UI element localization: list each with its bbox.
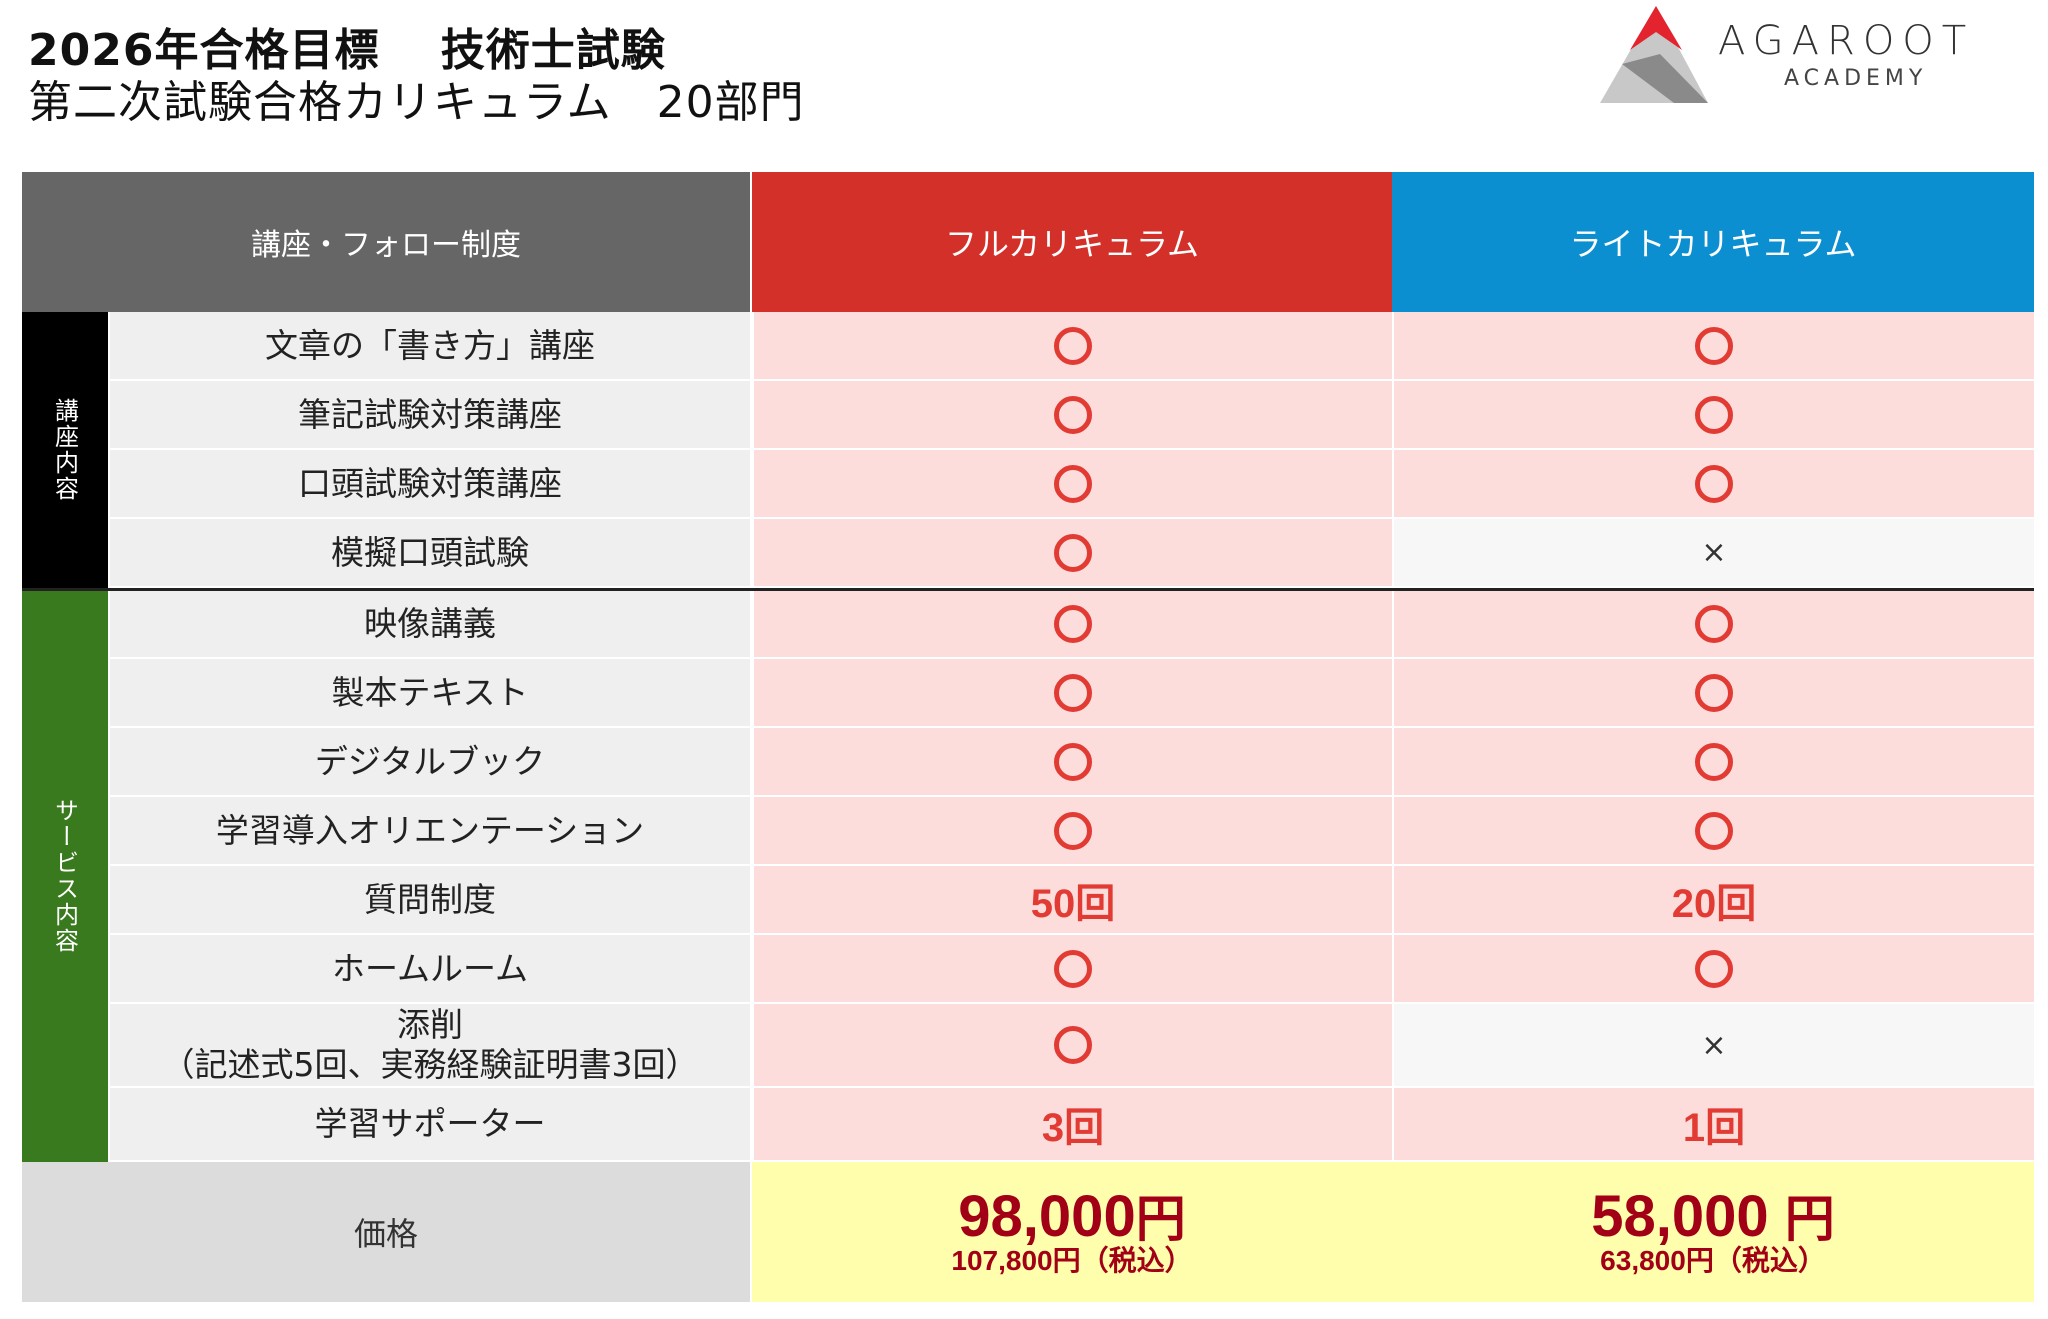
price-label: 価格 [22,1162,750,1302]
feature-label: 学習導入オリエンテーション [110,797,750,866]
included-circle-icon [1054,1026,1092,1064]
not-included-cross-icon: × [1701,1027,1727,1063]
feature-label: 質問制度 [110,866,750,935]
included-circle-icon [1695,673,1733,712]
price-lite: 58,000 円 63,800円（税込） [1392,1162,2034,1302]
logo-triangle-icon [1600,6,1708,103]
lite-curriculum-cell [1392,450,2034,519]
feature-name: 筆記試験対策講座 [298,394,562,434]
price-full-amount: 98,000 [958,1183,1136,1249]
logo-wordmark: AGAROOT [1718,18,1975,64]
full-curriculum-cell [752,312,1392,381]
logo-subtitle: ACADEMY [1784,66,1928,91]
section-divider [22,588,2034,591]
feature-name: 映像講義 [364,603,496,643]
lite-curriculum-cell [1392,381,2034,450]
count-value: 20回 [1671,881,1757,926]
included-circle-icon [1054,811,1092,850]
included-circle-icon [1054,949,1092,988]
count-value: 1回 [1682,1106,1746,1150]
included-circle-icon [1054,673,1092,712]
feature-name: 製本テキスト [331,672,529,712]
included-circle-icon [1695,326,1733,365]
full-curriculum-cell: 50回 [752,866,1392,935]
feature-name: デジタルブック [314,741,546,781]
included-circle-icon [1695,395,1733,434]
feature-label: 添削 （記述式5回、実務経験証明書3回） [110,1004,750,1088]
lite-curriculum-cell [1392,935,2034,1004]
full-curriculum-cell [752,1004,1392,1088]
full-curriculum-cell [752,797,1392,866]
feature-label: 製本テキスト [110,659,750,728]
feature-label: 筆記試験対策講座 [110,381,750,450]
feature-name: 学習導入オリエンテーション [215,810,645,850]
included-circle-icon [1054,742,1092,781]
category-service: サービス内容 [22,590,108,1162]
full-curriculum-cell [752,590,1392,659]
price-full: 98,000円 107,800円（税込） [752,1162,1392,1302]
category-course: 講座内容 [22,312,108,588]
lite-curriculum-cell [1392,590,2034,659]
count-value: 3回 [1041,1106,1105,1150]
feature-label: デジタルブック [110,728,750,797]
included-circle-icon [1695,464,1733,503]
full-curriculum-cell [752,728,1392,797]
feature-name: 学習サポーター [314,1104,546,1144]
included-circle-icon [1054,326,1092,365]
lite-curriculum-cell: × [1392,1004,2034,1088]
full-curriculum-cell [752,450,1392,519]
feature-name: 口頭試験対策講座 [298,463,562,503]
full-curriculum-cell [752,659,1392,728]
included-circle-icon [1054,533,1092,572]
price-lite-tax: 63,800円（税込） [1600,1244,1826,1276]
feature-name: ホームルーム [331,948,529,988]
feature-name: 質問制度 [364,879,496,919]
price-full-tax: 107,800円（税込） [951,1244,1193,1276]
lite-curriculum-cell [1392,728,2034,797]
count-value: 50回 [1030,881,1116,926]
lite-curriculum-cell: 20回 [1392,866,2034,935]
comparison-table: 講座・フォロー制度 フルカリキュラム ライトカリキュラム 講座内容 サービス内容… [22,172,2034,1302]
feature-label: 学習サポーター [110,1088,750,1162]
full-curriculum-cell: 3回 [752,1088,1392,1162]
lite-curriculum-cell: 1回 [1392,1088,2034,1162]
full-curriculum-cell [752,935,1392,1004]
included-circle-icon [1054,464,1092,503]
agaroot-logo: AGAROOT ACADEMY [1600,6,2000,106]
lite-curriculum-cell [1392,312,2034,381]
included-circle-icon [1695,742,1733,781]
lite-curriculum-cell: × [1392,519,2034,588]
feature-name: 模擬口頭試験 [331,532,529,572]
feature-label: 口頭試験対策講座 [110,450,750,519]
included-circle-icon [1695,811,1733,850]
price-lite-unit: 円 [1784,1190,1835,1247]
header-lite-curriculum: ライトカリキュラム [1392,172,2034,312]
full-curriculum-cell [752,381,1392,450]
full-curriculum-cell [752,519,1392,588]
included-circle-icon [1054,604,1092,643]
feature-label: ホームルーム [110,935,750,1004]
page-title-line1: 2026年合格目標 技術士試験 [28,25,666,76]
feature-label: 文章の「書き方」講座 [110,312,750,381]
included-circle-icon [1054,395,1092,434]
feature-label: 模擬口頭試験 [110,519,750,588]
lite-curriculum-cell [1392,659,2034,728]
page-title-line2: 第二次試験合格カリキュラム 20部門 [28,77,805,128]
feature-name: 添削 [397,1005,463,1045]
included-circle-icon [1695,949,1733,988]
lite-curriculum-cell [1392,797,2034,866]
feature-name: 文章の「書き方」講座 [265,325,595,365]
header-features: 講座・フォロー制度 [22,172,750,312]
price-full-unit: 円 [1135,1190,1186,1247]
feature-subtext: （記述式5回、実務経験証明書3回） [161,1045,699,1084]
feature-label: 映像講義 [110,590,750,659]
included-circle-icon [1695,604,1733,643]
price-lite-amount: 58,000 [1591,1183,1769,1249]
header-full-curriculum: フルカリキュラム [752,172,1392,312]
not-included-cross-icon: × [1701,535,1727,570]
